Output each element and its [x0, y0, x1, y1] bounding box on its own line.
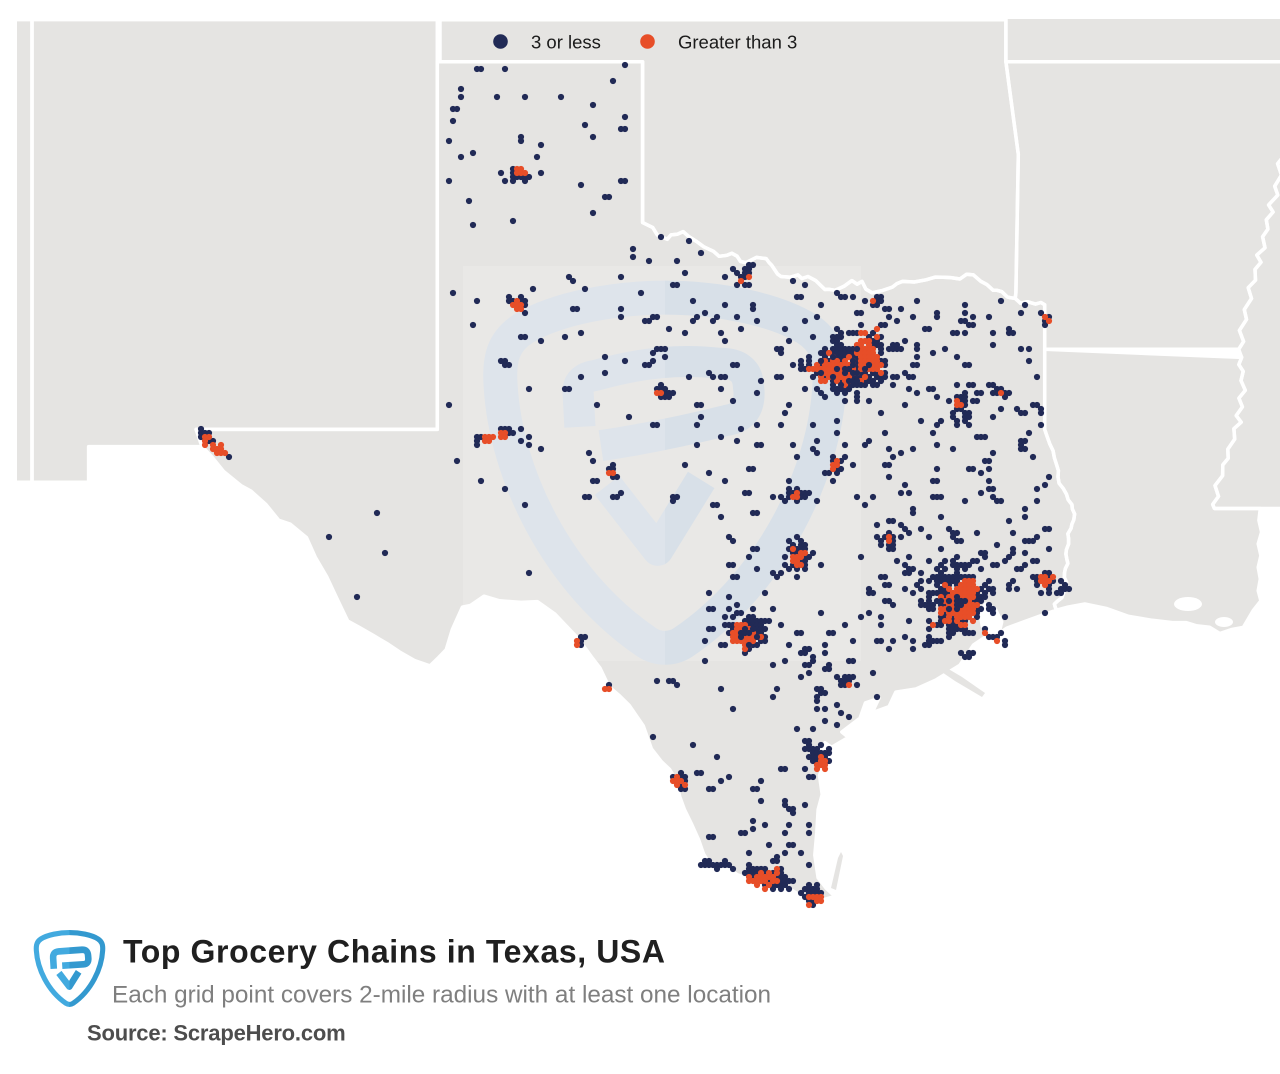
svg-text:3 or less: 3 or less — [531, 32, 601, 53]
svg-text:Each grid point covers 2-mile: Each grid point covers 2-mile radius wit… — [112, 982, 771, 1009]
svg-text:Top Grocery Chains in Texas, U: Top Grocery Chains in Texas, USA — [123, 934, 666, 970]
svg-text:Greater than 3: Greater than 3 — [678, 32, 797, 53]
svg-text:Source: ScrapeHero.com: Source: ScrapeHero.com — [87, 1021, 345, 1046]
